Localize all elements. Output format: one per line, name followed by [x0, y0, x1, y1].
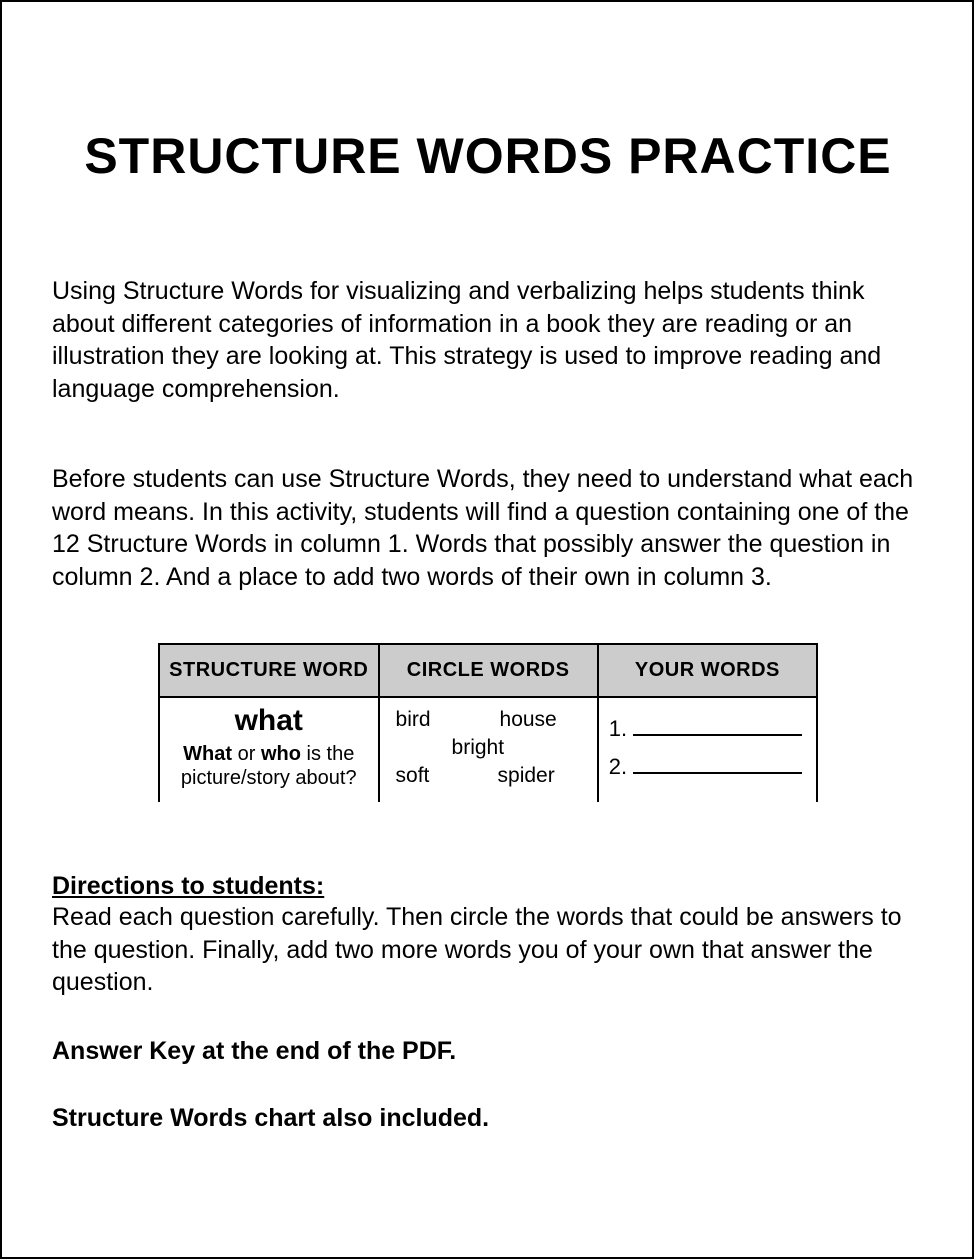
- circle-word: spider: [498, 764, 555, 788]
- question-who: who: [261, 743, 301, 765]
- circle-words-grid: bird house bright soft spider: [390, 704, 587, 792]
- header-circle-words: CIRCLE WORDS: [379, 644, 598, 697]
- directions-body: Read each question carefully. Then circl…: [52, 901, 924, 999]
- your-word-blank: [633, 712, 802, 736]
- document-page: STRUCTURE WORDS PRACTICE Using Structure…: [0, 0, 974, 1259]
- your-word-blank: [633, 750, 802, 774]
- note-chart-included: Structure Words chart also included.: [52, 1104, 924, 1133]
- circle-word: soft: [396, 764, 430, 788]
- intro-paragraph-2: Before students can use Structure Words,…: [52, 463, 924, 593]
- circle-word: bright: [452, 736, 505, 760]
- structure-word-value: what: [170, 704, 368, 738]
- page-title: STRUCTURE WORDS PRACTICE: [52, 127, 924, 185]
- structure-word-question: What or who is the picture/story about?: [170, 742, 368, 790]
- your-word-number: 2.: [609, 754, 627, 780]
- your-word-row-2: 2.: [609, 750, 806, 780]
- question-mid: or: [232, 743, 261, 765]
- cell-circle-words: bird house bright soft spider: [379, 697, 598, 802]
- circle-word: bird: [396, 708, 431, 732]
- directions-heading: Directions to students:: [52, 872, 924, 901]
- header-structure-word: STRUCTURE WORD: [159, 644, 379, 697]
- cell-your-words: 1. 2.: [598, 697, 817, 802]
- your-word-row-1: 1.: [609, 712, 806, 742]
- table-header-row: STRUCTURE WORD CIRCLE WORDS YOUR WORDS: [159, 644, 817, 697]
- intro-paragraph-1: Using Structure Words for visualizing an…: [52, 275, 924, 405]
- structure-words-table: STRUCTURE WORD CIRCLE WORDS YOUR WORDS w…: [158, 643, 818, 802]
- cell-structure-word: what What or who is the picture/story ab…: [159, 697, 379, 802]
- question-what: What: [183, 743, 232, 765]
- circle-word: house: [500, 708, 557, 732]
- your-word-number: 1.: [609, 716, 627, 742]
- note-answer-key: Answer Key at the end of the PDF.: [52, 1037, 924, 1066]
- table-row: what What or who is the picture/story ab…: [159, 697, 817, 802]
- header-your-words: YOUR WORDS: [598, 644, 817, 697]
